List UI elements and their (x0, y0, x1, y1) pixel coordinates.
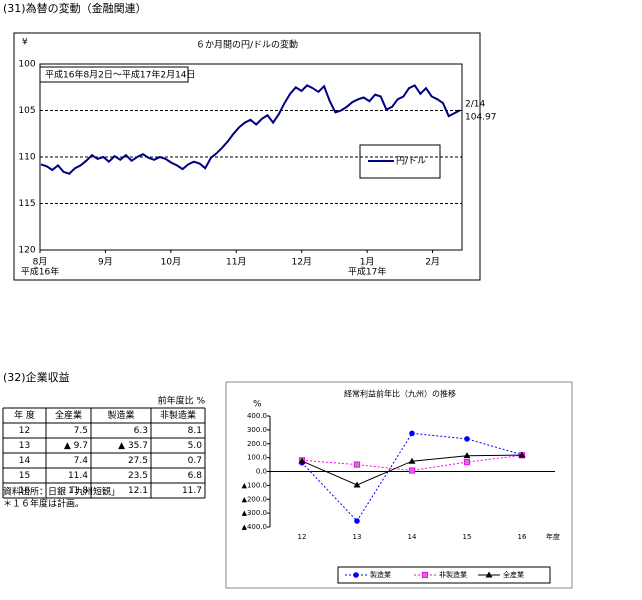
table-cell: 15 (19, 471, 30, 481)
marker (408, 457, 416, 464)
chart-title: ６か月間の円/ドルの変動 (196, 39, 298, 51)
marker (518, 451, 526, 458)
x-tick-label: 12 (298, 533, 307, 541)
legend-label: 全産業 (503, 570, 524, 579)
y-tick-label: 105 (18, 106, 35, 116)
table-cell: 7.5 (74, 426, 88, 436)
y-tick-label: 120 (18, 246, 35, 256)
end-value: 104.97 (465, 113, 497, 123)
legend-box (337, 566, 551, 584)
chart-frame (225, 381, 573, 589)
y-tick-label: ▲200.0 (242, 495, 267, 503)
table-cell: 0.7 (188, 456, 202, 466)
y-tick-label: 0.0 (256, 468, 267, 476)
note: 資料出所：日銀「九州短観」 (3, 486, 120, 498)
unit-note: 前年度比 % (158, 395, 206, 407)
y-tick-label: 115 (18, 199, 35, 209)
chart-title: 経常利益前年比（九州）の推移 (344, 389, 456, 399)
x-tick-label: 9月 (98, 257, 113, 268)
x-tick-label: 11月 (226, 257, 246, 268)
y-tick-label: ▲300.0 (242, 509, 267, 517)
y-tick-label: 200.0 (247, 440, 267, 448)
table-cell: 11.8 (68, 486, 88, 496)
y-tick-label: 100.0 (247, 454, 267, 462)
marker (408, 467, 416, 474)
x-tick-label: 14 (408, 533, 417, 541)
marker (463, 452, 471, 459)
x-tick-label: 13 (353, 533, 362, 541)
x-tick-label: 10月 (161, 257, 181, 268)
period-note: 平成16年8月2日～平成17年2月14日 (45, 69, 196, 81)
table-cell: 16 (19, 486, 31, 496)
table-cell: 12 (19, 426, 30, 436)
x-label: 年度 (546, 532, 560, 541)
table-cell: 5.0 (188, 441, 203, 451)
y-unit: ¥ (22, 38, 28, 48)
table-cell: 13 (19, 441, 30, 451)
marker (421, 571, 429, 579)
table: 年 度 全産業 製造業 非製造業 12 7.5 6.3 8.1 13 ▲ 9.7 ▲ 35.7 5.0… (2, 407, 206, 499)
table-cell: 12.1 (128, 486, 148, 496)
x-tick-label: 1月 (360, 257, 375, 268)
y-tick-label: ▲100.0 (242, 481, 267, 489)
legend-label: 非製造業 (439, 570, 467, 579)
y-tick-label: 100 (18, 60, 35, 70)
table-cell: 27.5 (128, 456, 148, 466)
table-header: 全産業 (55, 409, 82, 421)
y-tick-label: 400.0 (247, 412, 267, 420)
table-header: 年 度 (14, 409, 35, 421)
legend-label: 製造業 (370, 570, 391, 579)
table-cell: 14 (19, 456, 31, 466)
x-tick-sublabel: 平成17年 (348, 266, 386, 278)
y-label: % (253, 400, 262, 410)
marker (353, 481, 361, 488)
table-cell: 6.8 (188, 471, 203, 481)
table-header: 製造業 (107, 409, 134, 421)
table-cell: 7.4 (74, 456, 89, 466)
marker (354, 518, 360, 524)
line (40, 84, 461, 175)
y-tick-label: 110 (18, 153, 35, 163)
x-tick-label: 15 (463, 533, 472, 541)
note: ＊１６年度は計画。 (3, 498, 84, 510)
legend-label: 円/ドル (396, 156, 426, 167)
x-tick-label: 12月 (291, 257, 311, 268)
x-tick-label: 16 (518, 533, 527, 541)
x-tick-label: 2月 (425, 257, 440, 268)
table-cell: 23.5 (128, 471, 148, 481)
marker (485, 571, 493, 578)
table-cell: ▲ 9.7 (64, 441, 88, 451)
table-cell: ▲ 35.7 (118, 441, 148, 451)
note-box (39, 66, 189, 83)
marker (353, 572, 359, 578)
section-title: (31)為替の変動（金融関連） (3, 1, 147, 15)
marker (409, 430, 415, 437)
marker (353, 461, 361, 468)
marker (464, 436, 470, 442)
x-tick-sublabel: 平成16年 (21, 266, 59, 278)
marker (463, 458, 471, 466)
table-cell: 8.1 (188, 426, 202, 436)
line (301, 454, 523, 472)
y-tick-label: ▲400.0 (242, 523, 267, 531)
line (301, 432, 523, 522)
table-header: 非製造業 (160, 409, 196, 421)
end-date: 2/14 (465, 100, 485, 110)
table-cell: 6.3 (134, 426, 148, 436)
y-tick-label: 300.0 (247, 426, 267, 434)
marker (298, 457, 306, 464)
table-cell: 11.4 (68, 471, 88, 481)
x-tick-label: 8月 (33, 257, 48, 268)
table-cell: 11.7 (182, 486, 202, 496)
chart-frame (13, 32, 481, 281)
section-title: (32)企業収益 (3, 370, 70, 384)
